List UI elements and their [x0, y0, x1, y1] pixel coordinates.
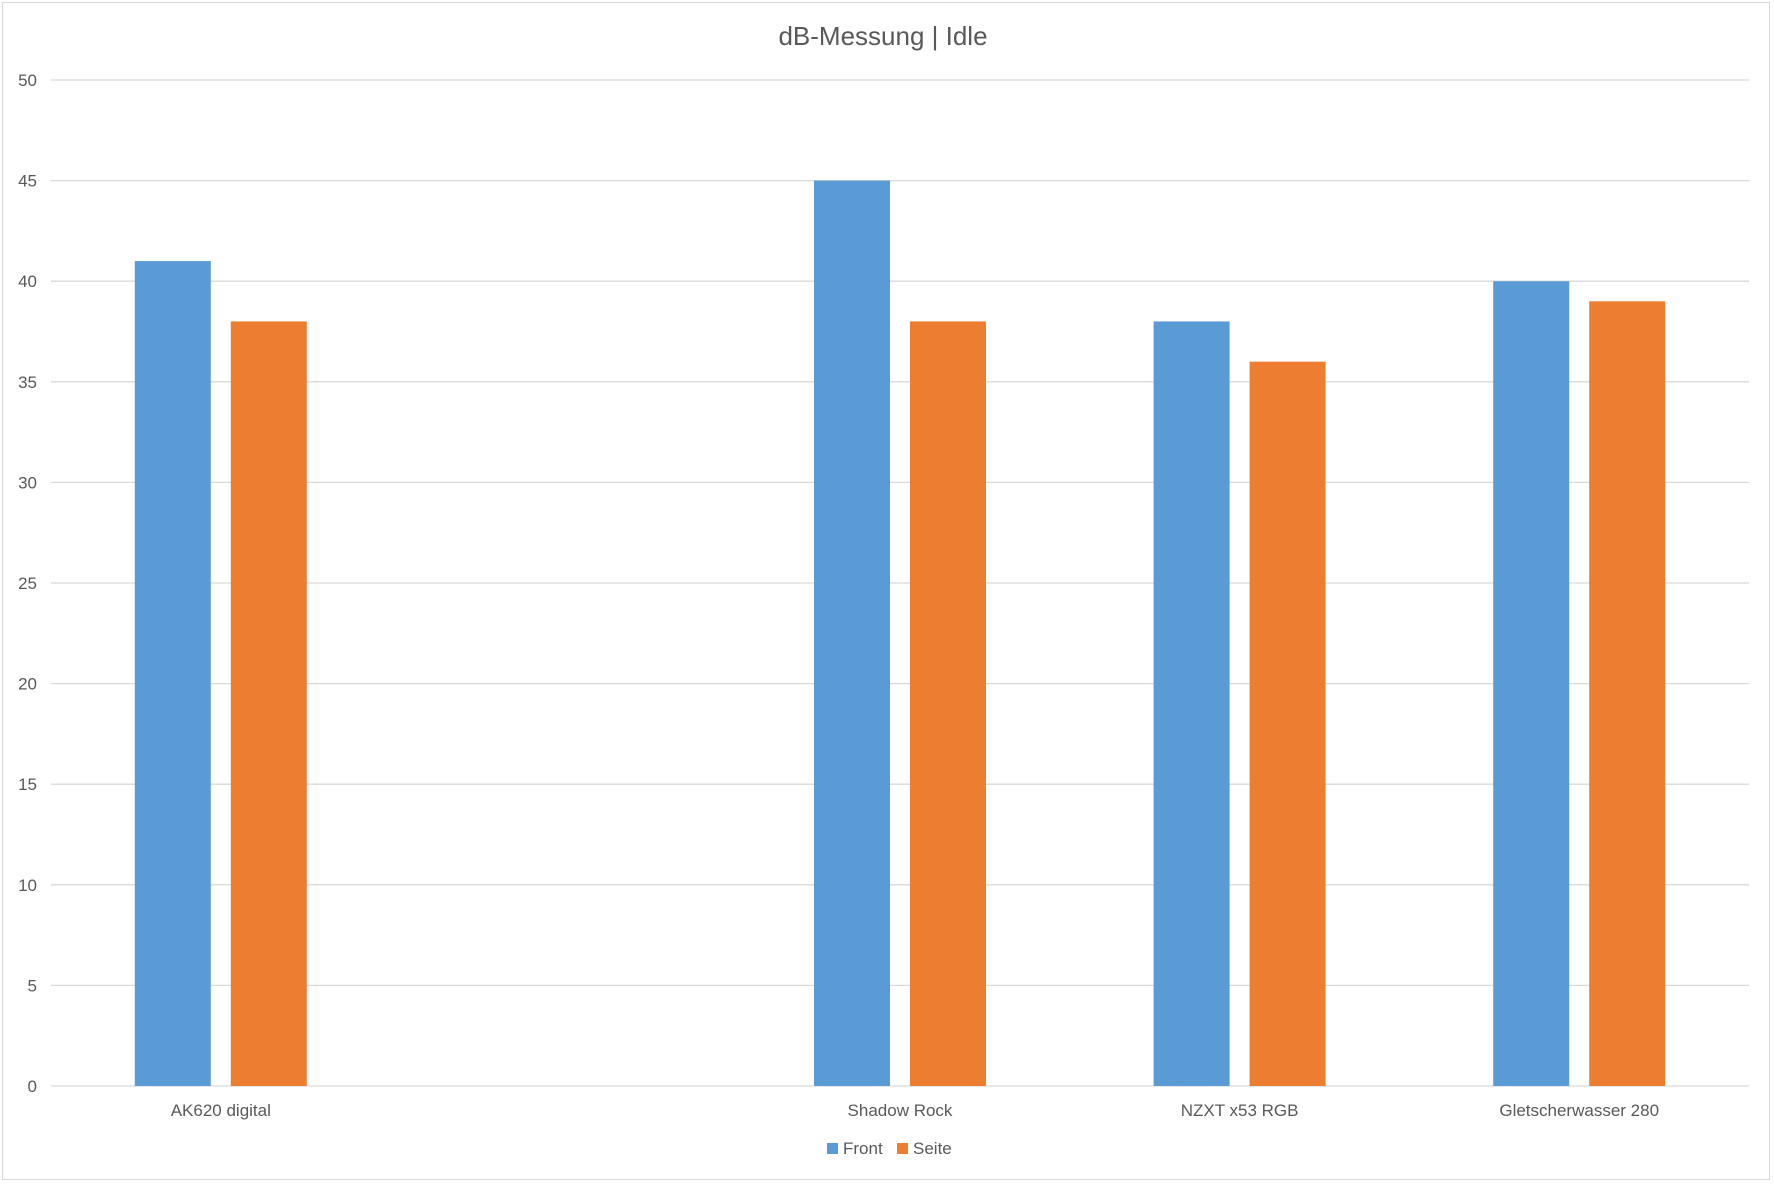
y-tick-label: 30 — [18, 473, 37, 492]
bar-front — [1493, 281, 1570, 1086]
x-category-label: Gletscherwasser 280 — [1499, 1101, 1659, 1120]
x-category-label: AK620 digital — [171, 1101, 271, 1120]
legend-swatch — [897, 1143, 908, 1154]
x-category-label: Shadow Rock — [848, 1101, 953, 1120]
bar-front — [814, 180, 890, 1087]
legend: Front Seite — [827, 1139, 952, 1158]
bar-seite — [1589, 301, 1666, 1086]
legend-label: Seite — [913, 1139, 952, 1158]
bar-seite — [910, 321, 986, 1086]
bar-front — [134, 261, 211, 1087]
y-tick-label: 20 — [18, 675, 37, 694]
y-axis-ticks: 0 5 10 15 20 25 30 35 40 45 50 — [18, 71, 37, 1096]
y-tick-label: 15 — [18, 775, 37, 794]
bars — [134, 180, 1666, 1087]
y-tick-label: 0 — [28, 1077, 37, 1096]
y-tick-label: 35 — [18, 373, 37, 392]
bar-seite — [1249, 361, 1326, 1086]
y-tick-label: 40 — [18, 272, 37, 291]
y-tick-label: 45 — [18, 172, 37, 191]
bar-chart: dB-Messung | Idle 0 5 10 15 20 25 30 35 40 45 50 A… — [18, 21, 1749, 1158]
x-category-label: NZXT x53 RGB — [1181, 1101, 1299, 1120]
legend-label: Front — [843, 1139, 883, 1158]
bar-seite — [230, 321, 307, 1086]
chart-title: dB-Messung | Idle — [778, 21, 987, 51]
x-axis-categories: AK620 digital Shadow Rock NZXT x53 RGB Glet… — [171, 1101, 1659, 1120]
y-tick-label: 25 — [18, 574, 37, 593]
legend-swatch — [827, 1143, 838, 1154]
gridlines — [51, 79, 1749, 1087]
bar-front — [1153, 321, 1230, 1086]
y-tick-label: 50 — [18, 71, 37, 90]
y-tick-label: 10 — [18, 876, 37, 895]
y-tick-label: 5 — [28, 976, 37, 995]
